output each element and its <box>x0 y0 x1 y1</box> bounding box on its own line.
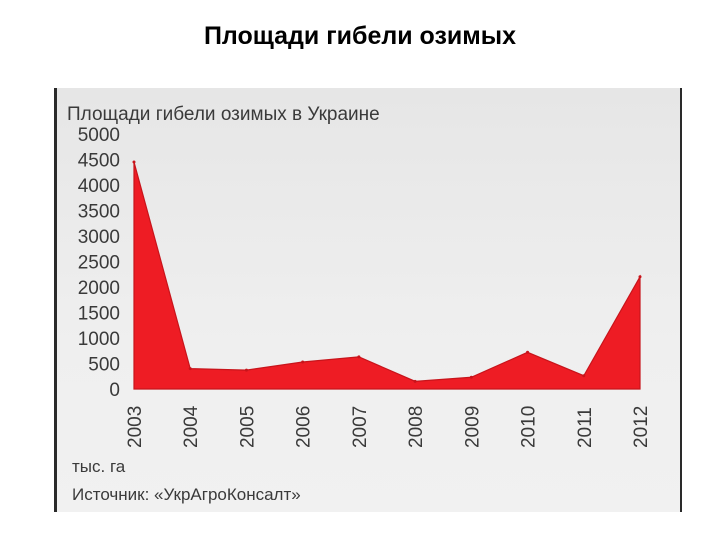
chart-title: Площади гибели озимых в Украине <box>67 104 380 125</box>
data-point-2007 <box>357 355 361 359</box>
data-point-2010 <box>526 350 530 354</box>
x-axis-ticks: 2003 2004 2005 2006 2007 2008 2009 2010 2011 2012 <box>125 405 652 448</box>
data-point-2005 <box>244 368 248 372</box>
x-tick-label: 2007 <box>350 406 371 448</box>
y-tick-label: 2500 <box>78 253 120 274</box>
x-tick-label: 2004 <box>181 405 202 448</box>
x-tick-label: 2012 <box>631 406 652 448</box>
data-point-2012 <box>638 275 642 279</box>
y-tick-label: 5000 <box>78 125 120 146</box>
area-series <box>132 160 642 390</box>
slide-title: Площади гибели озимых <box>203 22 517 50</box>
y-tick-label: 1000 <box>78 329 120 350</box>
data-point-2011 <box>582 374 586 378</box>
data-point-2004 <box>188 367 192 371</box>
x-tick-label: 2009 <box>462 406 483 448</box>
y-tick-label: 1500 <box>78 304 120 325</box>
area-fill <box>133 161 641 390</box>
y-tick-label: 3000 <box>78 227 120 248</box>
x-tick-label: 2005 <box>237 406 258 448</box>
y-tick-label: 500 <box>88 355 120 376</box>
y-tick-label: 4000 <box>78 176 120 197</box>
x-tick-label: 2010 <box>519 406 540 448</box>
data-point-2008 <box>413 379 417 383</box>
x-tick-label: 2008 <box>406 406 427 448</box>
x-tick-label: 2011 <box>575 407 596 448</box>
y-tick-label: 0 <box>109 380 120 401</box>
x-tick-label: 2006 <box>294 406 315 448</box>
source-label: Источник: «УкрАгроКонсалт» <box>72 485 301 504</box>
data-point-2009 <box>469 375 473 379</box>
chart-panel <box>54 88 682 512</box>
y-tick-label: 4500 <box>78 151 120 172</box>
x-tick-label: 2003 <box>125 406 146 448</box>
y-tick-label: 3500 <box>78 202 120 223</box>
y-tick-label: 2000 <box>78 278 120 299</box>
data-point-2003 <box>132 160 136 164</box>
data-point-2006 <box>301 360 305 364</box>
unit-label: тыс. га <box>72 457 126 476</box>
